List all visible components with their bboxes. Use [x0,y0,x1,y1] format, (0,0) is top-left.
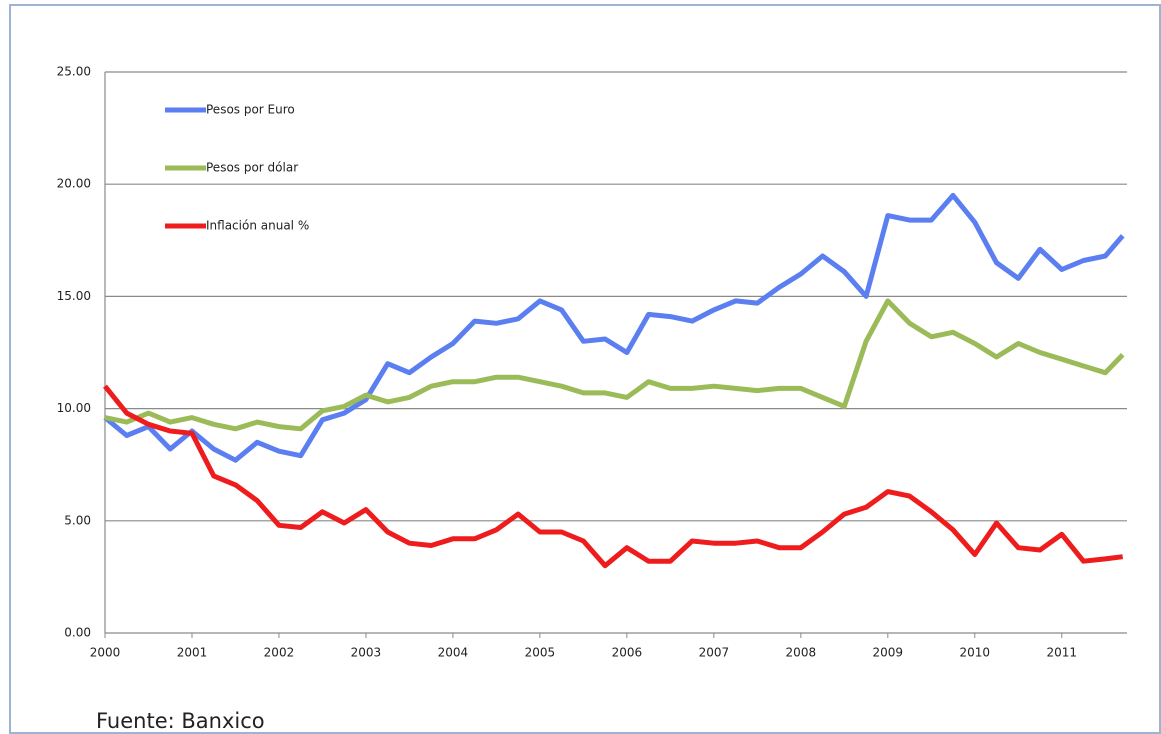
x-tick-label: 2003 [351,646,382,660]
legend-label: Pesos por dólar [206,161,298,175]
x-tick-label: 2009 [873,646,904,660]
chart-frame [9,4,1161,734]
x-tick-label: 2002 [264,646,295,660]
x-tick-label: 2005 [525,646,556,660]
x-tick-label: 2007 [699,646,730,660]
x-tick-label: 2008 [786,646,817,660]
series-line [104,298,1125,432]
x-tick-label: 2006 [612,646,643,660]
series-line [103,384,1124,569]
y-tick-label: 15.00 [57,289,91,303]
legend-label: Inflación anual % [206,219,309,233]
y-tick-label: 25.00 [57,65,91,79]
source-note: Fuente: Banxico [96,709,265,733]
x-tick-label: 2010 [960,646,991,660]
x-tick-label: 2004 [438,646,469,660]
x-tick-label: 2000 [90,646,121,660]
series-line [103,192,1125,463]
legend-label: Pesos por Euro [206,103,295,117]
y-tick-label: 10.00 [57,401,91,415]
x-tick-label: 2001 [177,646,208,660]
x-tick-label: 2011 [1046,646,1077,660]
y-tick-label: 20.00 [57,177,91,191]
y-tick-label: 5.00 [64,513,91,527]
y-tick-label: 0.00 [64,626,91,640]
